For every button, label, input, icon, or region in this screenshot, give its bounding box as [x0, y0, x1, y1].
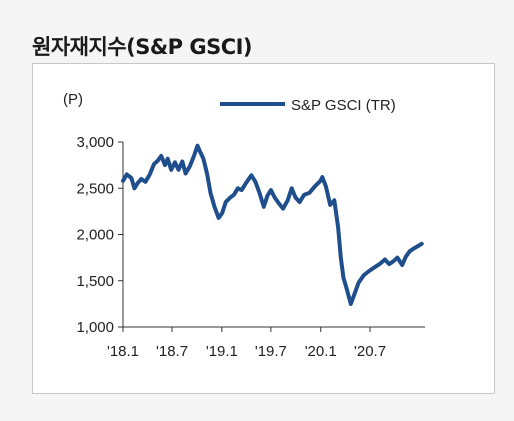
x-tick-label: '20.7	[354, 343, 386, 360]
x-tick-label: '20.1	[305, 343, 337, 360]
y-tick-label: 1,000	[76, 319, 114, 336]
legend-label: S&P GSCI (TR)	[291, 97, 396, 114]
y-tick-label: 3,000	[76, 134, 114, 151]
x-tick-label: '19.1	[206, 343, 238, 360]
chart-panel	[32, 63, 495, 394]
x-tick-label: '18.7	[156, 343, 188, 360]
x-tick-label: '19.7	[255, 343, 287, 360]
chart-title: 원자재지수(S&P GSCI)	[32, 35, 253, 59]
y-tick-label: 2,500	[76, 180, 114, 197]
x-tick-label: '18.1	[107, 343, 139, 360]
series-line	[121, 143, 424, 306]
y-unit-label: (P)	[63, 91, 83, 108]
y-tick-label: 1,500	[76, 273, 114, 290]
y-tick-label: 2,000	[76, 227, 114, 244]
